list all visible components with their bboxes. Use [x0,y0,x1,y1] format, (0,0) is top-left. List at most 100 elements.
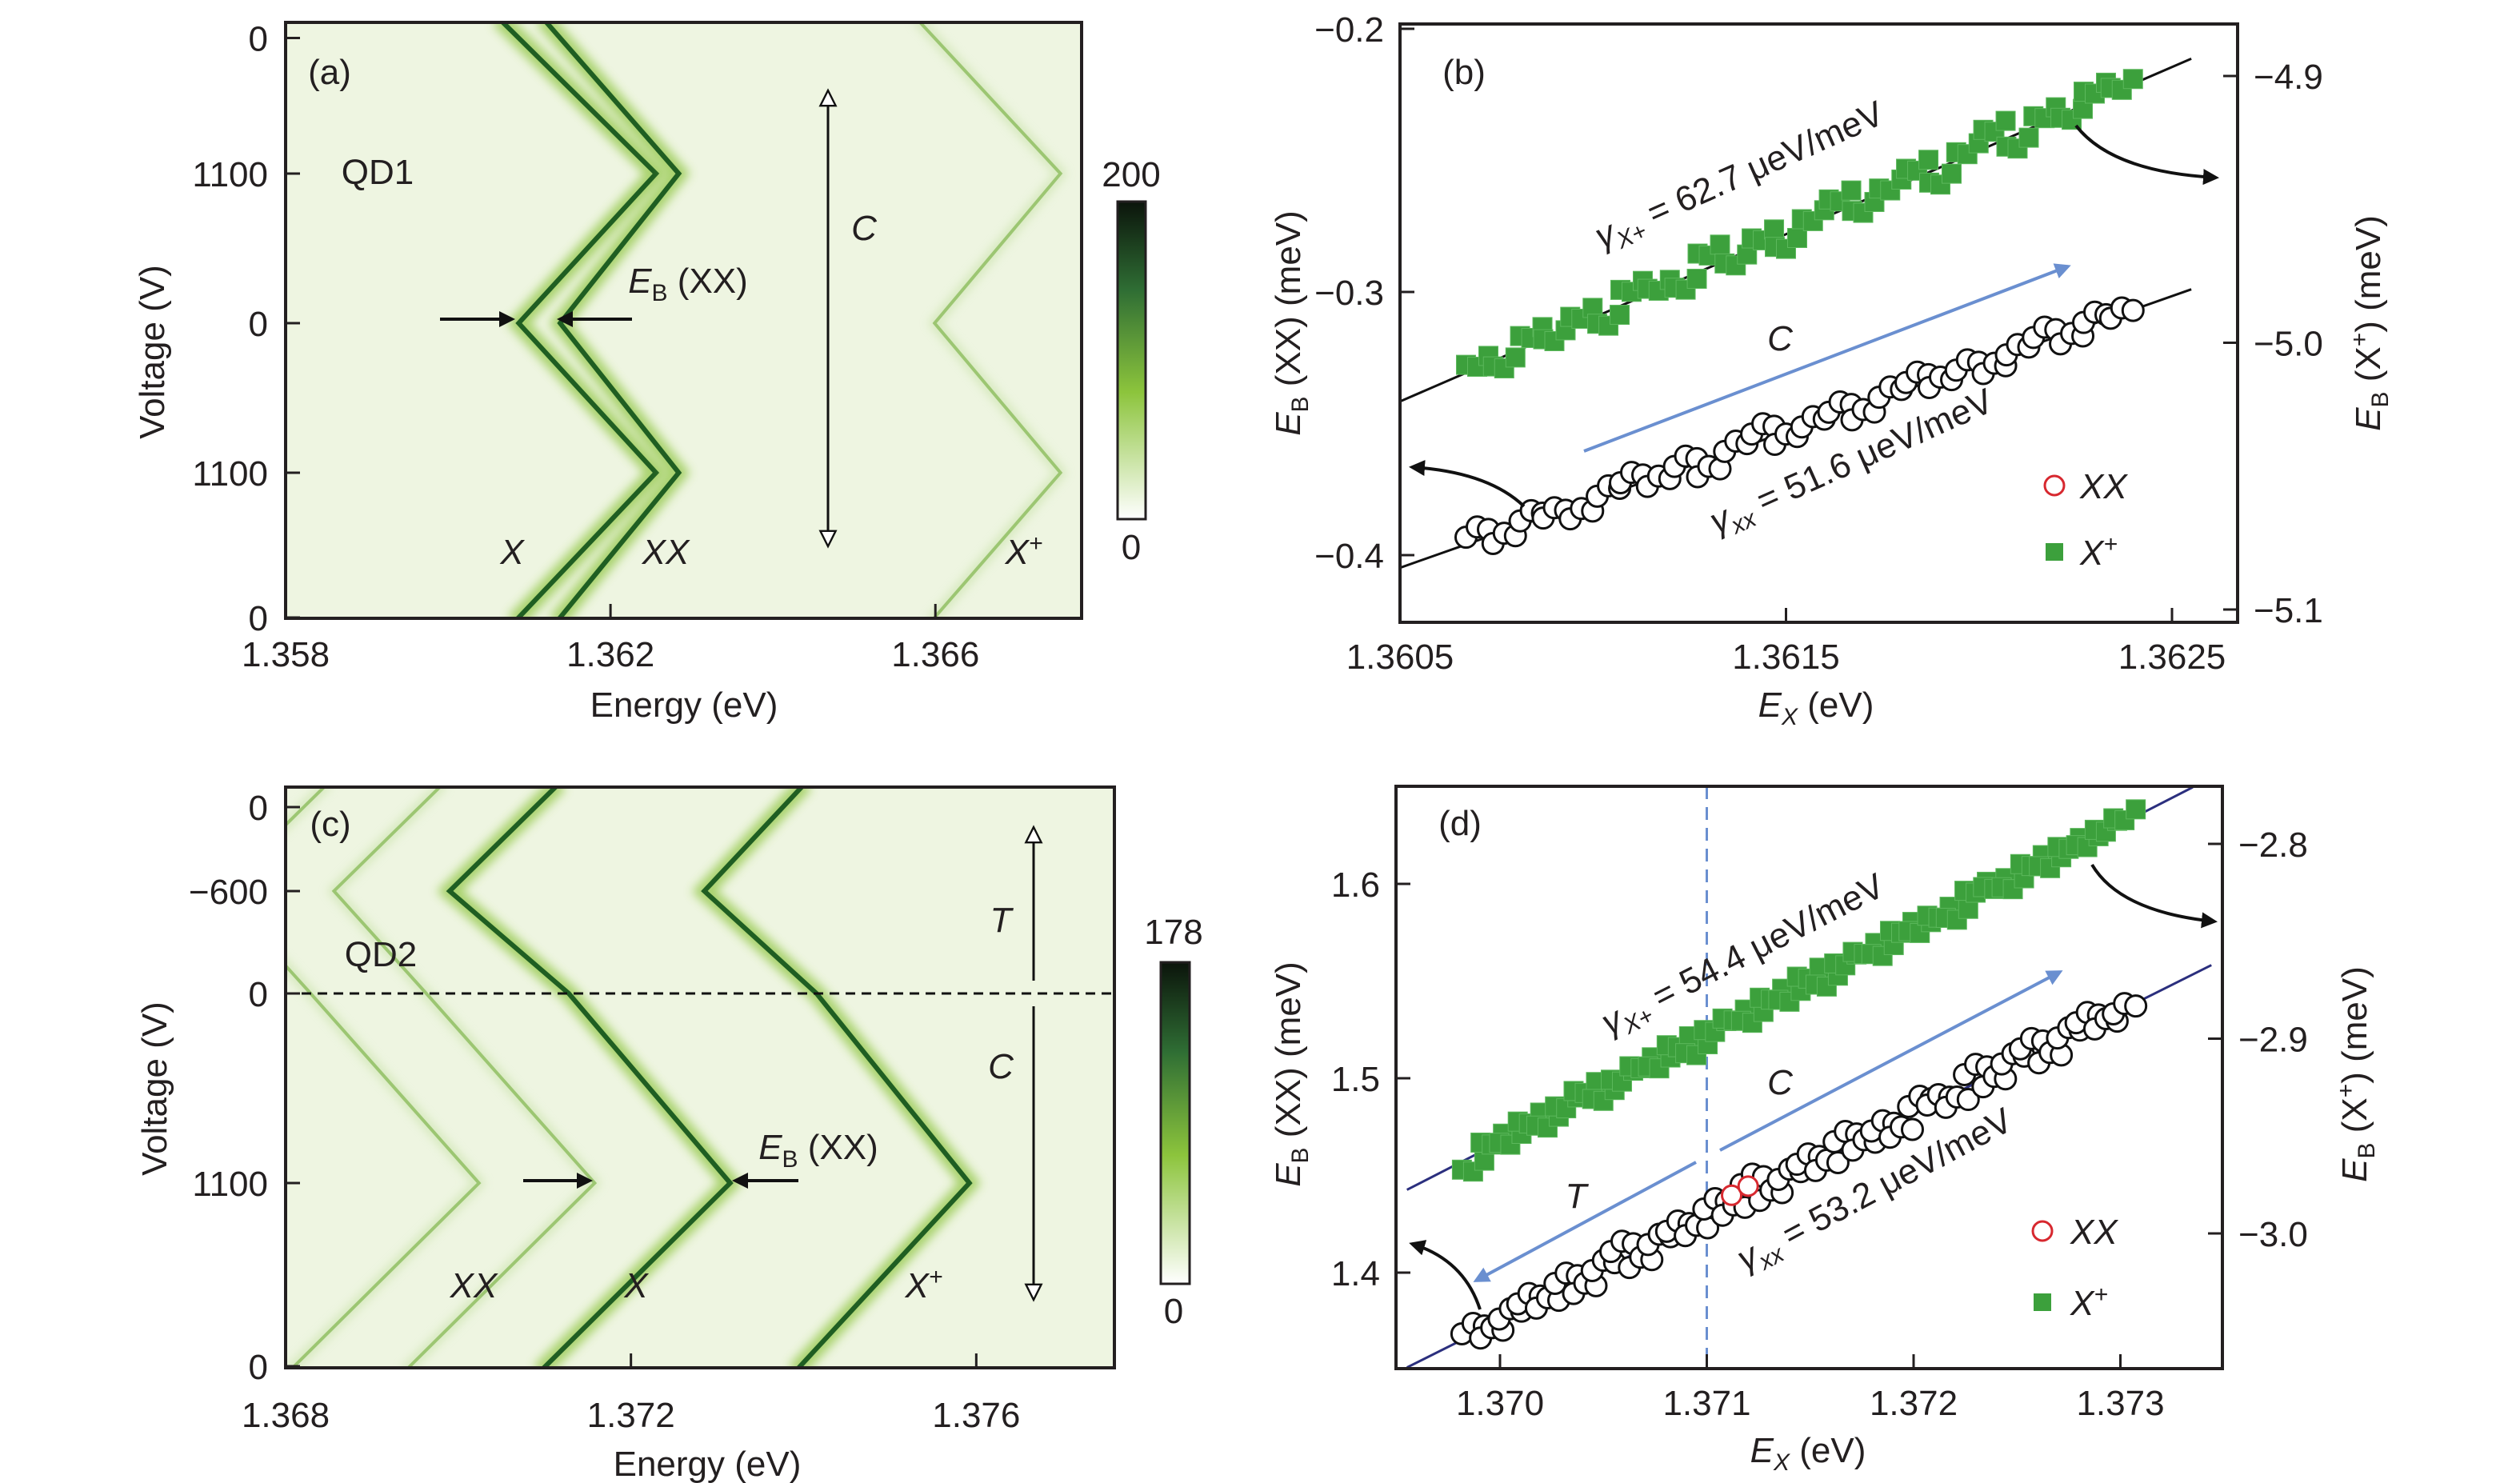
data-point-X+ [1942,163,1962,184]
data-point-X+ [1737,244,1758,265]
tick-label: 0 [249,1348,268,1387]
data-point-XX [2121,298,2145,322]
sweep-arrow-c [1583,263,2071,453]
data-point-X+ [1995,110,2016,131]
data-point-XX [1956,1088,1980,1112]
fit-label-xplus: γX+ = 62.7 μeV/meV [1589,94,1892,262]
data-point-XX [1900,1117,1924,1141]
tick-label: 1.4 [1331,1254,1380,1293]
data-point-X+ [1686,1045,1707,1065]
sweep-arrow-t [1473,1161,1697,1282]
left-axis-pointer-arrow [1409,1240,1482,1310]
tick-label: 1.376 [932,1396,1020,1435]
legend-label-xx: XX [2079,467,2128,506]
data-point-highlighted [1737,1175,1759,1197]
colorbar-min: 0 [1122,528,1141,567]
data-point-X+ [1686,269,1707,290]
sweep-label-t: T [1566,1177,1590,1216]
tick-label: 0 [249,975,268,1014]
data-point-X+ [1505,347,1526,368]
legend-marker-xplus [2046,543,2063,561]
legend-marker-xplus [2034,1293,2051,1311]
data-point-X+ [1853,202,1874,223]
axis-ticks: 1.358 1.362 1.366 0 1100 0 1100 0 [192,20,979,675]
data-point-X+ [1710,234,1730,255]
x-axis-label: Energy (eV) [590,686,778,725]
tick-label: −4.9 [2254,58,2323,97]
data-point-X+ [2018,127,2039,148]
line-label-xx: XX [642,533,690,572]
legend-label-xplus: X+ [2070,1281,2108,1323]
sweep-label-c: C [988,1047,1014,1086]
tick-label: 1.362 [566,635,654,674]
data-point-X+ [2111,79,2132,100]
tick-label: −0.3 [1314,274,1384,313]
sweep-label-c: C [1767,319,1794,358]
dot-label: QD2 [345,935,417,974]
tick-label: 1.3625 [2118,638,2226,677]
data-point-X+ [1764,219,1785,240]
y-axis-label-right: EB (X+) (meV) [2333,966,2380,1182]
colorbar-max: 200 [1102,155,1160,194]
tick-label: 1.371 [1662,1384,1750,1423]
y-axis-label-left: EB (XX) (meV) [1269,210,1314,436]
legend-marker-xx [2043,474,2066,497]
tick-label: 1100 [192,1165,268,1204]
plot-frame [1398,22,2239,624]
tick-label: −2.8 [2238,825,2308,865]
tick-label: 1.372 [1870,1384,1958,1423]
panel-label: (c) [310,805,350,844]
y-axis-label-right: EB (X+) (meV) [2346,215,2394,431]
sweep-label-t: T [990,901,1014,940]
line-label-x: X [499,533,525,572]
panel-d: 1.370 1.371 1.372 1.373 1.6 1.5 1.4 −2.8 −2.9 −3.… [1269,785,2380,1476]
tick-label: −5.0 [2254,325,2323,364]
scatter-marks [1400,57,2192,570]
legend-marker-xx [2031,1220,2054,1242]
tick-label: 1.372 [587,1396,675,1435]
tick-label: 0 [249,789,268,828]
tick-label: 1.370 [1456,1384,1544,1423]
axis-ticks: 1.370 1.371 1.372 1.373 1.6 1.5 1.4 −2.8 −2.9 −3.… [1331,825,2308,1423]
right-axis-pointer-arrow [2090,863,2218,929]
colorbar [1116,200,1147,521]
x-axis-label: EX (eV) [1758,686,1874,730]
sweep-label-c: C [851,209,878,248]
line-label-xplus: X+ [1005,530,1043,572]
x-axis-label: Energy (eV) [614,1445,802,1483]
y-axis-label: Voltage (V) [135,1001,174,1176]
sweep-arrow-c [1719,970,2063,1152]
tick-label: 1.366 [891,635,979,674]
panel-a: 1.358 1.362 1.366 0 1100 0 1100 0 (a) QD1 C EB … [133,20,1161,726]
tick-label: −3.0 [2238,1215,2308,1254]
panel-b: 1.3605 1.3615 1.3625 −0.2 −0.3 −0.4 −4.9 −5.0 −5… [1269,10,2394,730]
data-point-X+ [2122,69,2143,90]
axis-ticks: 1.3605 1.3615 1.3625 −0.2 −0.3 −0.4 −4.9 −5.0 −5… [1314,10,2323,677]
panel-label: (b) [1442,53,1486,92]
tick-label: 1.368 [242,1396,330,1435]
left-axis-pointer-arrow [1409,460,1526,508]
colorbar-max: 178 [1144,913,1202,952]
dot-label: QD1 [342,153,414,192]
colorbar-min: 0 [1164,1292,1183,1331]
plot-frame [284,21,1083,620]
tick-label: 0 [249,20,268,59]
colorbar [1159,961,1191,1285]
tick-label: 1100 [192,155,268,194]
tick-label: −600 [189,873,268,912]
panel-label: (a) [308,53,351,92]
y-axis-label-left: EB (XX) (meV) [1269,961,1314,1187]
data-point-X+ [1841,180,1862,201]
legend-label-xplus: X+ [2079,531,2118,573]
line-label-xplus: X+ [905,1264,943,1305]
tick-label: 0 [249,305,268,344]
x-axis-label: EX (eV) [1750,1431,1866,1476]
tick-label: 1.3615 [1732,638,1840,677]
data-point-X+ [1787,228,1807,249]
panel-c: 1.368 1.372 1.376 0 −600 0 1100 0 (c) QD2 T C E… [135,785,1203,1483]
panel-label: (d) [1438,804,1482,843]
tick-label: 1.358 [242,635,330,674]
sweep-label-c: C [1767,1063,1794,1102]
y-axis-label: Voltage (V) [133,265,172,439]
tick-label: 1.6 [1331,865,1380,905]
